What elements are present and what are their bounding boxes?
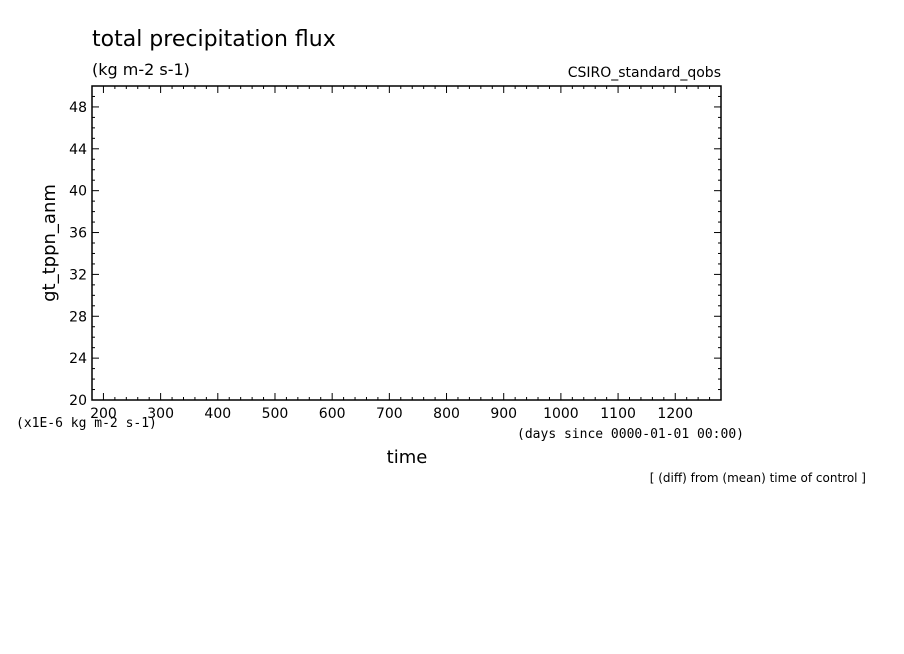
y-tick-label: 20 xyxy=(69,393,87,409)
y-tick-label: 36 xyxy=(69,226,87,242)
y-tick-label: 32 xyxy=(69,267,87,283)
x-tick-label: 1200 xyxy=(657,406,693,422)
y-scale-note: (x1E-6 kg m-2 s-1) xyxy=(16,416,157,431)
y-tick-label: 48 xyxy=(69,100,87,116)
x-tick-label: 500 xyxy=(262,406,289,422)
y-tick-label: 28 xyxy=(69,309,87,325)
x-tick-label: 600 xyxy=(319,406,346,422)
chart-title: total precipitation flux xyxy=(92,27,336,52)
x-tick-label: 700 xyxy=(376,406,403,422)
footnote: [ (diff) from (mean) time of control ] xyxy=(650,471,866,485)
x-tick-label: 1000 xyxy=(543,406,579,422)
plot-frame xyxy=(91,85,722,401)
x-tick-label: 300 xyxy=(147,406,174,422)
x-tick-label: 400 xyxy=(204,406,231,422)
x-tick-label: 800 xyxy=(433,406,460,422)
y-tick-label: 40 xyxy=(69,184,87,200)
chart-units: (kg m-2 s-1) xyxy=(92,60,190,79)
y-tick-label: 44 xyxy=(69,142,87,158)
axis-ticks: 20 24 28 32 36 40 44 48 200 300 400 500 600 700 800 900… xyxy=(69,85,722,422)
x-axis-label: time xyxy=(387,447,428,468)
x-tick-label: 1100 xyxy=(600,406,636,422)
y-axis-label: gt_tppn_anm xyxy=(39,184,60,302)
x-tick-label: 200 xyxy=(90,406,117,422)
dataset-label: CSIRO_standard_qobs xyxy=(568,65,721,81)
x-tick-label: 900 xyxy=(490,406,517,422)
x-units-label: (days since 0000-01-01 00:00) xyxy=(517,427,744,442)
y-tick-label: 24 xyxy=(69,351,87,367)
